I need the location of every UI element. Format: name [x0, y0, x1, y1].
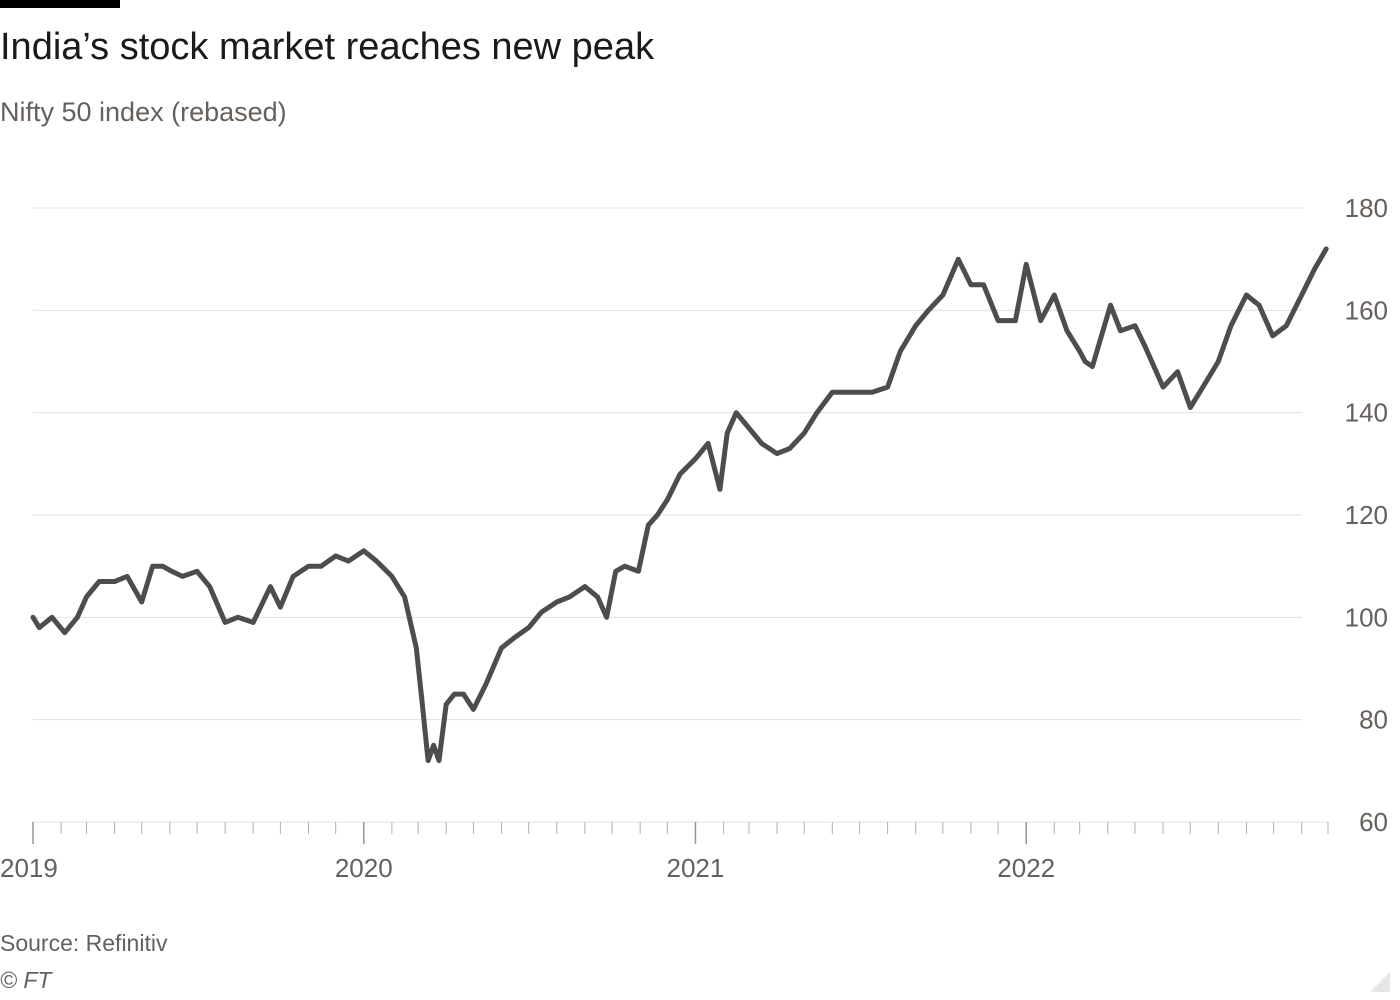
y-tick-label: 100 — [1345, 602, 1388, 632]
gridlines — [33, 207, 1302, 721]
top-accent-bar — [0, 0, 120, 8]
series-line — [30, 246, 1329, 764]
x-tick-label: 2019 — [0, 853, 58, 883]
y-axis: 60 80 100 120 140 160 180 — [1345, 193, 1388, 837]
y-tick-label: 80 — [1359, 705, 1388, 735]
x-tick-label: 2020 — [335, 853, 393, 883]
y-tick-label: 160 — [1345, 295, 1388, 325]
series-layer — [30, 246, 1329, 764]
x-tick-label: 2022 — [997, 853, 1055, 883]
chart-subtitle: Nifty 50 index (rebased) — [0, 97, 287, 127]
y-tick-label: 140 — [1345, 398, 1388, 428]
x-tick-label: 2021 — [667, 853, 725, 883]
line-chart: 60 80 100 120 140 160 180 2019 2020 2021 2022 — [0, 193, 1388, 883]
resize-corner-icon — [1370, 972, 1390, 992]
x-axis: 2019 2020 2021 2022 — [0, 821, 1329, 883]
copyright-note: © FT — [0, 967, 52, 993]
y-tick-label: 120 — [1345, 500, 1388, 530]
y-tick-label: 60 — [1359, 807, 1388, 837]
source-note: Source: Refinitiv — [0, 930, 168, 956]
chart-title: India’s stock market reaches new peak — [0, 26, 655, 68]
y-tick-label: 180 — [1345, 193, 1388, 223]
